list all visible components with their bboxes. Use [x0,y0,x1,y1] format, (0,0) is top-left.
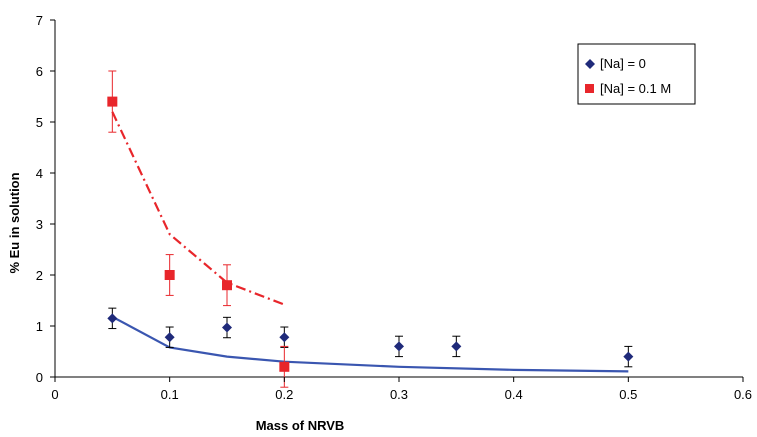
y-tick-label: 5 [36,115,43,130]
legend: [Na] = 0 [Na] = 0.1 M [577,43,696,105]
data-point-na0 [394,341,404,352]
legend-marker-na0 [585,59,595,69]
data-point-na0 [107,313,118,324]
data-point-na0 [623,351,634,362]
y-tick-label: 7 [36,13,43,28]
data-point-na01 [164,270,175,280]
y-tick-label: 4 [36,166,43,181]
fit-curve-na0 [111,315,629,373]
data-point-na0 [279,332,290,343]
y-axis-title: % Eu in solution [7,172,22,273]
data-point-na01 [279,361,290,372]
x-tick-label: 0.4 [505,387,523,402]
data-point-na01 [107,96,118,107]
y-tick-label: 6 [36,64,43,79]
y-tick-label: 0 [36,370,43,385]
x-tick-label: 0.5 [619,387,637,402]
fit-curves [111,111,629,373]
data-point-na0 [451,341,462,352]
x-tick-label: 0.3 [390,387,408,402]
data-point-na0 [222,322,232,333]
legend-marker-na01 [585,84,594,93]
x-tick-label: 0.1 [161,387,179,402]
y-tick-label: 3 [36,217,43,232]
x-tick-label: 0.2 [275,387,293,402]
legend-label-na0: [Na] = 0 [600,56,646,71]
legend-box [577,43,696,105]
data-point-na0 [164,332,175,343]
x-tick-label: 0.6 [734,387,752,402]
x-axis-title: Mass of NRVB [256,418,345,433]
y-tick-label: 2 [36,268,43,283]
error-bars [108,70,633,388]
y-tick-label: 1 [36,319,43,334]
fit-curve-na01 [111,111,285,306]
x-tick-label: 0 [51,387,58,402]
legend-label-na01: [Na] = 0.1 M [600,81,671,96]
data-point-na01 [222,280,232,291]
data-points [107,96,634,372]
axis-ticks: 0 0.1 0.2 0.3 0.4 0.5 0.6 0 1 2 3 4 5 6 7 [36,13,752,402]
